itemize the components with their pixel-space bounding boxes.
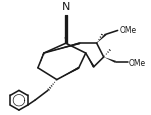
Polygon shape	[64, 38, 67, 44]
Text: OMe: OMe	[129, 58, 146, 67]
Polygon shape	[44, 43, 80, 54]
Text: N: N	[62, 2, 70, 12]
Text: OMe: OMe	[119, 26, 136, 35]
Polygon shape	[86, 54, 95, 68]
Polygon shape	[97, 34, 106, 44]
Polygon shape	[104, 58, 116, 63]
Polygon shape	[57, 67, 79, 80]
